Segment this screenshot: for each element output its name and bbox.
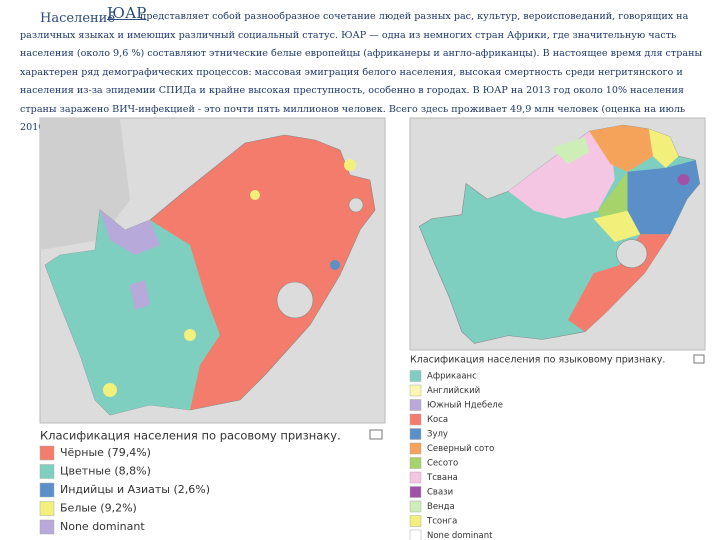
legend-swatch bbox=[39, 445, 55, 461]
legend-swatch bbox=[409, 384, 422, 397]
legend-title: Класификация населения по расовому призн… bbox=[40, 429, 341, 443]
legend-label: Венда bbox=[427, 502, 455, 512]
legend-swatch bbox=[409, 529, 422, 540]
legend-label: Зулу bbox=[427, 430, 448, 440]
legend-label: Северный сото bbox=[427, 444, 494, 454]
legend-label: Английский bbox=[427, 386, 480, 396]
race-legend: Класификация населения по расовому призн… bbox=[39, 429, 383, 535]
legend-swatch bbox=[39, 519, 55, 535]
legend-title: Класификация населения по языковому приз… bbox=[410, 355, 665, 366]
legend-label: Индийцы и Азиаты (2,6%) bbox=[60, 483, 210, 496]
legend-swatch bbox=[409, 370, 422, 382]
legend-swatch bbox=[409, 413, 422, 426]
legend-swatch bbox=[409, 500, 422, 513]
legend-label: Цветные (8,8%) bbox=[60, 465, 151, 478]
legend-label: Коса bbox=[427, 415, 448, 425]
legend-label: Чёрные (79,4%) bbox=[60, 446, 151, 459]
legend-swatch bbox=[409, 399, 422, 411]
legend-swatch bbox=[409, 471, 422, 484]
legend-swatch bbox=[409, 428, 422, 440]
legend-swatch bbox=[39, 501, 55, 516]
legend-label: None dominant bbox=[60, 520, 145, 533]
legend-swatch bbox=[39, 464, 55, 479]
legend-label: Белые (9,2%) bbox=[60, 502, 137, 515]
title: Население bbox=[40, 11, 116, 26]
legend-icon bbox=[369, 429, 383, 440]
legend-label: Тсонга bbox=[426, 517, 457, 527]
legend-swatch bbox=[39, 482, 55, 498]
legend-swatch bbox=[409, 515, 422, 527]
legend-label: Сесото bbox=[427, 459, 458, 469]
legend-label: Свази bbox=[427, 488, 453, 498]
legend-label: Тсвана bbox=[426, 473, 458, 483]
legend-swatch bbox=[409, 442, 422, 455]
race-map bbox=[39, 117, 386, 424]
subject: ЮАР bbox=[107, 4, 147, 22]
legend-label: Южный Ндебеле bbox=[427, 401, 503, 411]
heading: НаселениеЮАР bbox=[40, 4, 146, 26]
legend-label: None dominant bbox=[427, 531, 493, 540]
legend-icon bbox=[693, 354, 705, 364]
legend-swatch bbox=[409, 486, 422, 498]
language-legend: Класификация населения по языковому приз… bbox=[409, 354, 705, 540]
legend-swatch bbox=[409, 457, 422, 469]
language-map bbox=[409, 117, 706, 351]
legend-label: Африкаанс bbox=[427, 372, 477, 382]
